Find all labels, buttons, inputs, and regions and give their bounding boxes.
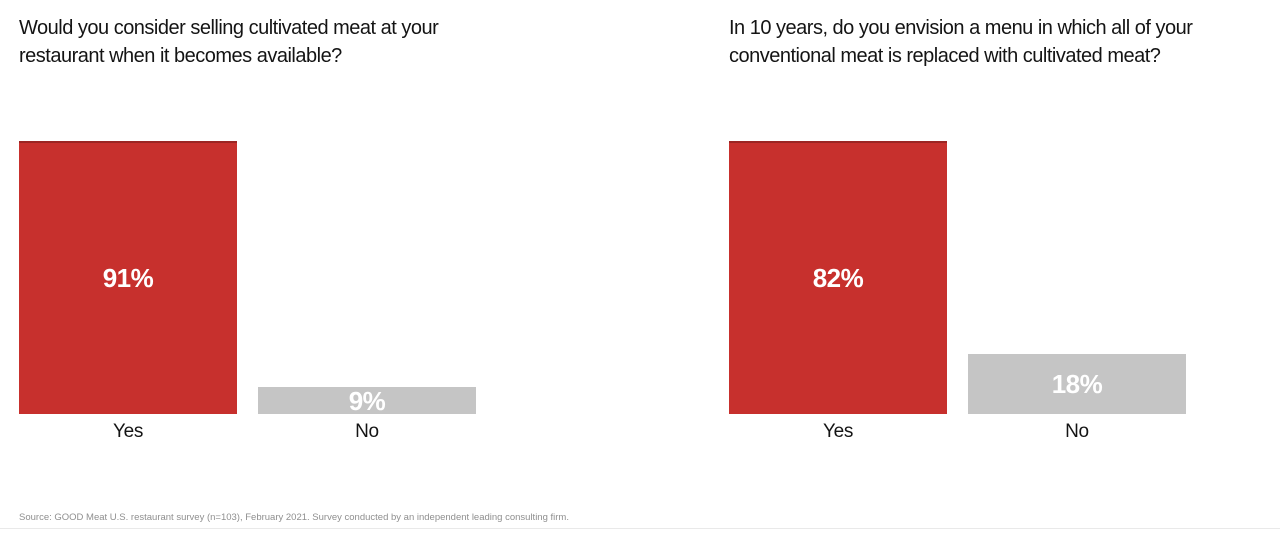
category-label-no: No bbox=[355, 421, 379, 442]
bar-column-yes: 82% bbox=[729, 141, 947, 414]
bar-value-label: 91% bbox=[102, 262, 154, 293]
bars-area: 82% 18% bbox=[729, 141, 1186, 414]
bar-no: 18% bbox=[968, 354, 1186, 414]
category-label-yes: Yes bbox=[112, 421, 144, 442]
category-label-no: No bbox=[1065, 421, 1089, 442]
chart-title: In 10 years, do you envision a menu in w… bbox=[729, 17, 1193, 67]
bar-column-yes: 91% bbox=[19, 141, 237, 414]
bar-value-label: 82% bbox=[812, 262, 864, 293]
bottom-divider bbox=[0, 528, 1280, 529]
chart-panel-right: In 10 years, do you envision a menu in w… bbox=[729, 14, 1193, 459]
bar-value-label: 18% bbox=[1051, 369, 1103, 400]
bar-value-label: 9% bbox=[348, 385, 386, 416]
bar-column-no: 18% bbox=[968, 141, 1186, 414]
bar-yes: 91% bbox=[19, 141, 237, 414]
bar-column-no: 9% bbox=[258, 141, 476, 414]
chart-title: Would you consider selling cultivated me… bbox=[19, 17, 439, 67]
bars-area: 91% 9% bbox=[19, 141, 476, 414]
bar-no: 9% bbox=[258, 387, 476, 414]
category-label-yes: Yes bbox=[822, 421, 854, 442]
bar-yes: 82% bbox=[729, 141, 947, 414]
source-note: Source: GOOD Meat U.S. restaurant survey… bbox=[19, 512, 569, 523]
category-labels-row: Yes No bbox=[729, 421, 1186, 443]
category-labels-row: Yes No bbox=[19, 421, 476, 443]
chart-panel-left: Would you consider selling cultivated me… bbox=[19, 14, 476, 459]
